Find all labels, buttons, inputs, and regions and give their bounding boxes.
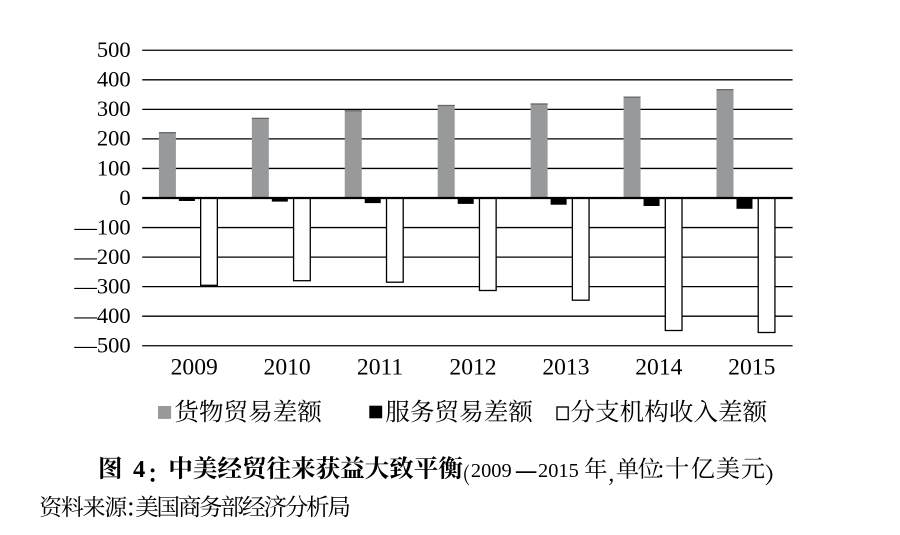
svg-text:300: 300 <box>97 96 131 121</box>
svg-text:2012: 2012 <box>449 355 496 381</box>
svg-text:2011: 2011 <box>357 355 403 381</box>
svg-text:—200: —200 <box>73 244 130 269</box>
svg-text:0: 0 <box>119 185 130 210</box>
svg-text:2015: 2015 <box>538 460 579 482</box>
svg-text:—100: —100 <box>73 214 130 239</box>
svg-text:2009: 2009 <box>171 355 218 381</box>
svg-text:400: 400 <box>97 67 131 92</box>
svg-text:100: 100 <box>97 155 131 180</box>
svg-text:—300: —300 <box>73 273 130 298</box>
svg-text:2015: 2015 <box>728 355 775 381</box>
svg-text:2010: 2010 <box>264 355 311 381</box>
svg-text:—400: —400 <box>73 303 130 328</box>
svg-text:4: 4 <box>133 456 145 483</box>
svg-text:2014: 2014 <box>635 355 682 381</box>
svg-text:500: 500 <box>97 37 131 62</box>
svg-text:2009: 2009 <box>471 460 512 482</box>
svg-text:—500: —500 <box>73 333 130 358</box>
svg-text:200: 200 <box>97 126 131 151</box>
svg-text:2013: 2013 <box>542 355 589 381</box>
